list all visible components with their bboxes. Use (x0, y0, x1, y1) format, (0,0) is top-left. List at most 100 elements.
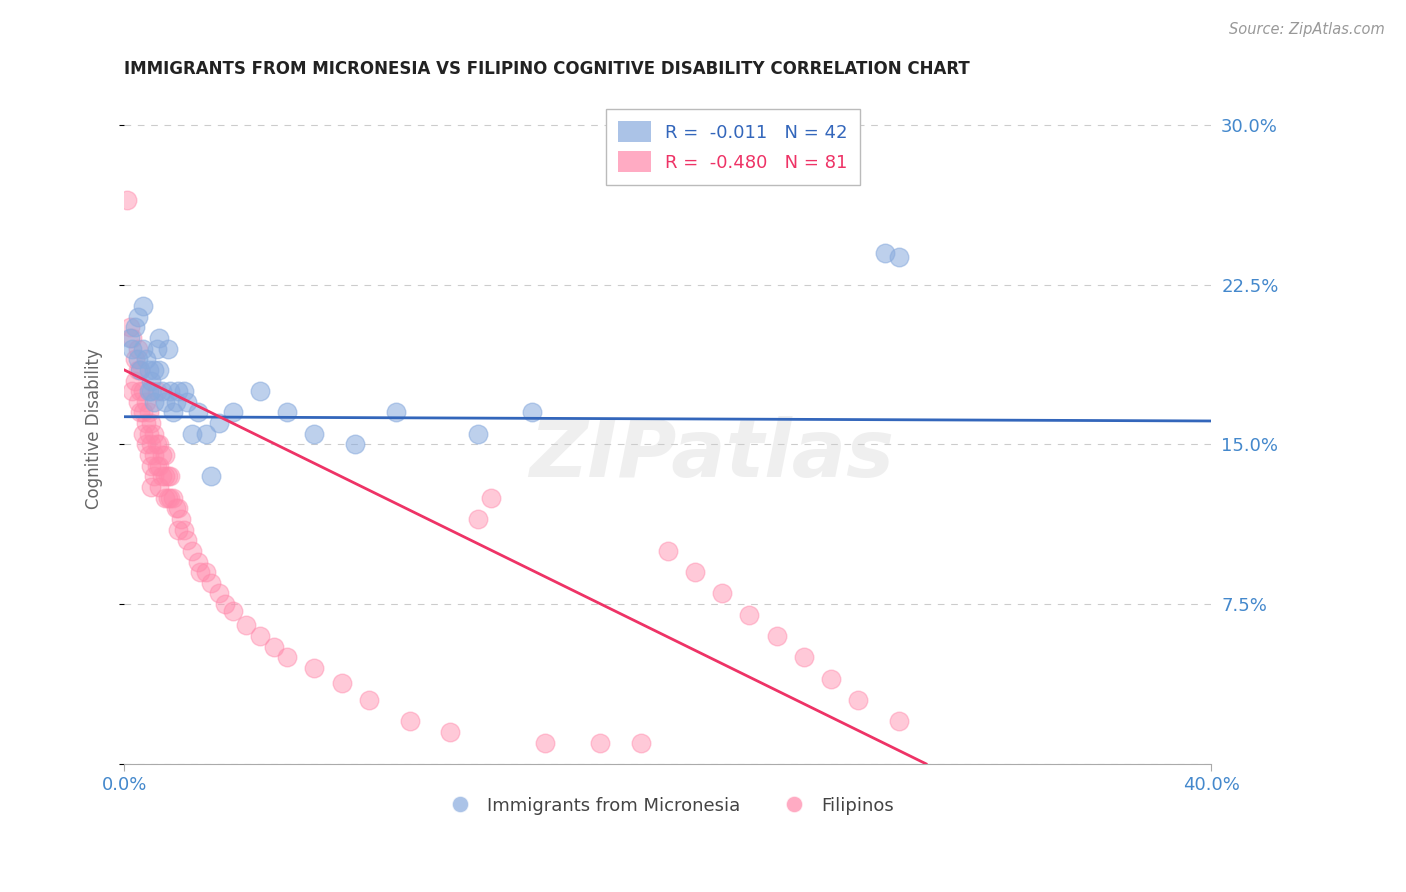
Point (181, 426, 204, 441)
Point (222, 405, 245, 419)
Point (153, 394, 176, 409)
Point (132, 426, 155, 441)
Point (148, 437, 170, 451)
Point (141, 458, 163, 473)
Point (129, 363, 152, 377)
Point (208, 586, 231, 600)
Point (738, 607, 761, 622)
Point (148, 331, 170, 345)
Point (194, 426, 217, 441)
Text: ZIPatlas: ZIPatlas (529, 417, 894, 494)
Point (143, 394, 166, 409)
Point (150, 384, 173, 399)
Point (124, 320, 146, 334)
Point (143, 469, 166, 483)
Point (846, 693, 869, 707)
Point (143, 448, 166, 462)
Point (132, 299, 155, 313)
Point (145, 342, 167, 356)
Point (150, 469, 173, 483)
Point (159, 469, 181, 483)
Y-axis label: Cognitive Disability: Cognitive Disability (86, 348, 103, 508)
Point (249, 629, 271, 643)
Point (200, 469, 222, 483)
Point (156, 469, 179, 483)
Point (439, 724, 461, 739)
Legend: Immigrants from Micronesia, Filipinos: Immigrants from Micronesia, Filipinos (434, 789, 901, 822)
Point (138, 405, 160, 419)
Point (145, 458, 167, 473)
Point (520, 405, 543, 419)
Point (124, 352, 146, 367)
Point (249, 384, 271, 399)
Point (135, 416, 157, 430)
Point (132, 342, 155, 356)
Point (765, 629, 787, 643)
Point (167, 523, 190, 537)
Point (138, 363, 160, 377)
Point (167, 384, 190, 399)
Text: Source: ZipAtlas.com: Source: ZipAtlas.com (1229, 22, 1385, 37)
Point (145, 384, 167, 399)
Point (143, 363, 166, 377)
Point (138, 426, 160, 441)
Point (683, 565, 706, 579)
Point (141, 416, 163, 430)
Point (479, 491, 502, 505)
Point (162, 405, 184, 419)
Point (129, 384, 152, 399)
Point (467, 512, 489, 526)
Point (304, 661, 326, 675)
Point (357, 693, 380, 707)
Point (186, 405, 208, 419)
Point (141, 384, 163, 399)
Point (153, 448, 176, 462)
Point (121, 331, 143, 345)
Point (276, 650, 298, 665)
Point (141, 374, 163, 388)
Point (344, 437, 367, 451)
Point (127, 394, 149, 409)
Point (630, 735, 652, 749)
Point (887, 250, 910, 264)
Point (150, 448, 173, 462)
Point (115, 193, 138, 207)
Point (235, 618, 257, 632)
Point (173, 523, 195, 537)
Point (181, 544, 204, 558)
Point (135, 394, 157, 409)
Point (173, 384, 195, 399)
Point (208, 416, 231, 430)
Point (148, 458, 170, 473)
Point (657, 544, 679, 558)
Point (135, 352, 157, 367)
Point (162, 491, 184, 505)
Point (121, 342, 143, 356)
Point (820, 672, 842, 686)
Point (153, 491, 176, 505)
Point (141, 480, 163, 494)
Point (165, 501, 187, 516)
Point (887, 714, 910, 729)
Point (176, 533, 198, 548)
Point (398, 714, 420, 729)
Point (143, 426, 166, 441)
Point (159, 384, 181, 399)
Point (156, 491, 179, 505)
Point (127, 363, 149, 377)
Point (263, 640, 285, 654)
Point (385, 405, 408, 419)
Point (304, 426, 326, 441)
Point (153, 469, 176, 483)
Point (132, 405, 155, 419)
Point (138, 448, 160, 462)
Point (589, 735, 612, 749)
Point (875, 245, 897, 260)
Point (145, 437, 167, 451)
Point (148, 480, 170, 494)
Point (276, 405, 298, 419)
Point (138, 384, 160, 399)
Point (711, 586, 734, 600)
Text: IMMIGRANTS FROM MICRONESIA VS FILIPINO COGNITIVE DISABILITY CORRELATION CHART: IMMIGRANTS FROM MICRONESIA VS FILIPINO C… (124, 60, 970, 78)
Point (148, 363, 170, 377)
